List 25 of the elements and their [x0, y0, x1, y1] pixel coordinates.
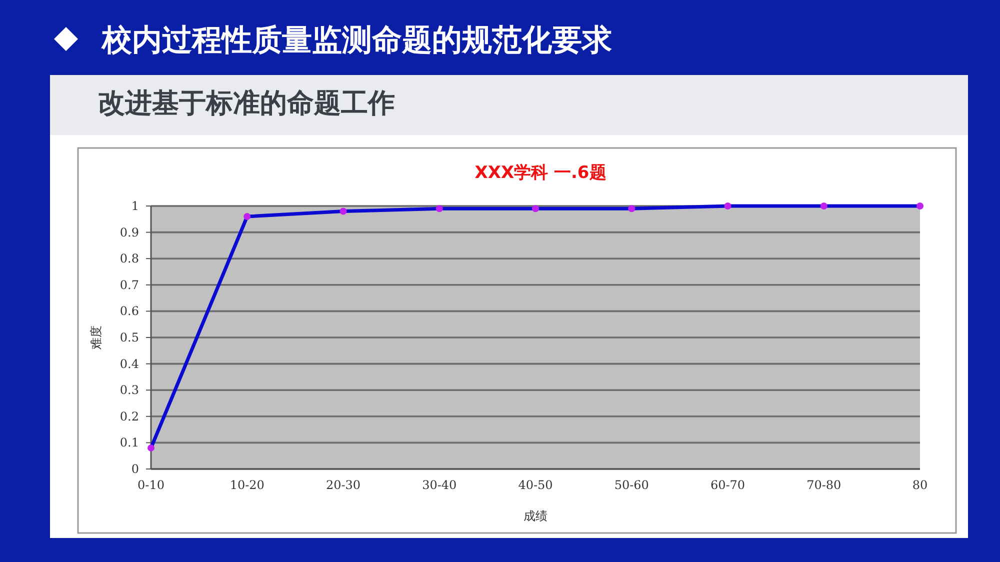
y-tick-label: 0.6	[120, 304, 139, 318]
x-tick-label: 80	[912, 478, 928, 492]
x-tick-label: 60-70	[710, 478, 746, 492]
x-tick-label: 20-30	[326, 478, 361, 492]
y-axis-title: 难度	[89, 326, 103, 350]
text: 改进基于标准的命题工作	[98, 88, 395, 119]
text: 校内过程性质量监测命题的规范化要求	[101, 23, 612, 58]
x-tick-label: 0-10	[138, 478, 164, 492]
x-tick-label: 40-50	[518, 478, 553, 492]
y-tick-label: 0.4	[120, 356, 140, 371]
y-tick-label: 0.9	[120, 225, 139, 240]
x-tick-label: 70-80	[806, 478, 842, 492]
y-tick-label: 0.2	[120, 409, 139, 424]
y-tick-label: 0.5	[120, 330, 139, 344]
y-tick-label: 0.3	[120, 383, 139, 398]
x-tick-label: 10-20	[230, 478, 264, 492]
y-tick-label: 0.1	[120, 436, 139, 450]
x-tick-label: 30-40	[422, 478, 457, 492]
y-tick-label: 0.7	[120, 278, 139, 292]
y-tick-label: 1	[131, 199, 139, 213]
x-axis-title: 成绩	[524, 509, 548, 523]
y-tick-label: 0	[131, 462, 139, 476]
x-tick-label: 50-60	[614, 478, 649, 492]
chart-title: XXX学科 一.6题	[474, 163, 606, 183]
y-tick-label: 0.8	[120, 252, 139, 266]
